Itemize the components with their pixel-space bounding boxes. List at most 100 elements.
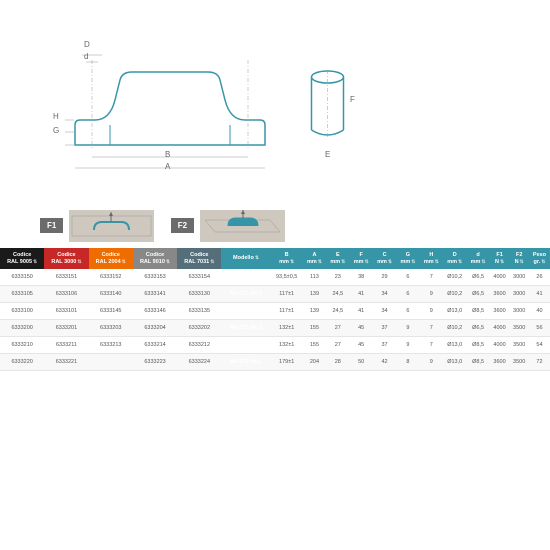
table-row: 63332106333211633321363332146333212MF/13… bbox=[0, 337, 550, 354]
cell: 155 bbox=[303, 320, 326, 337]
col-header-2[interactable]: CodiceRAL 2004 bbox=[89, 248, 133, 269]
cell: MF/93,5 Ø6,5 bbox=[221, 269, 270, 286]
col-header-9[interactable]: Fmm bbox=[350, 248, 373, 269]
col-header-15[interactable]: F1N bbox=[490, 248, 510, 269]
cell: 28 bbox=[326, 354, 349, 371]
cell: 6333153 bbox=[133, 269, 177, 286]
cell: 37 bbox=[373, 320, 396, 337]
handle-profile-drawing bbox=[60, 50, 280, 180]
cell: MF/117 Ø8,5 bbox=[221, 303, 270, 320]
col-header-13[interactable]: Dmm bbox=[443, 248, 466, 269]
cell: 6333221 bbox=[44, 354, 88, 371]
cell: 3500 bbox=[509, 337, 529, 354]
col-header-1[interactable]: CodiceRAL 3000 bbox=[44, 248, 88, 269]
col-header-3[interactable]: CodiceRAL 9010 bbox=[133, 248, 177, 269]
cell: 139 bbox=[303, 286, 326, 303]
cell: 27 bbox=[326, 337, 349, 354]
cell: 4000 bbox=[490, 337, 510, 354]
cell: 37 bbox=[373, 337, 396, 354]
cell bbox=[89, 354, 133, 371]
cell: 34 bbox=[373, 303, 396, 320]
cell: Ø8,5 bbox=[466, 303, 489, 320]
cell: Ø8,5 bbox=[466, 354, 489, 371]
cell: 41 bbox=[350, 303, 373, 320]
cell: 6333106 bbox=[44, 286, 88, 303]
cell: 3600 bbox=[490, 303, 510, 320]
cell: 6333141 bbox=[133, 286, 177, 303]
f1-label: F1 bbox=[40, 218, 63, 233]
col-header-8[interactable]: Emm bbox=[326, 248, 349, 269]
cell: 6333204 bbox=[133, 320, 177, 337]
cell: 132±1 bbox=[271, 337, 303, 354]
col-header-17[interactable]: Pesogr. bbox=[529, 248, 550, 269]
col-header-4[interactable]: CodiceRAL 7031 bbox=[177, 248, 221, 269]
col-header-12[interactable]: Hmm bbox=[420, 248, 443, 269]
table-row: 63332006333201633320363332046333202MF/13… bbox=[0, 320, 550, 337]
cell: Ø10,2 bbox=[443, 286, 466, 303]
cell: 4000 bbox=[490, 269, 510, 286]
cell: 6333101 bbox=[44, 303, 88, 320]
cell: 23 bbox=[326, 269, 349, 286]
cell: 117±1 bbox=[271, 286, 303, 303]
cell: 26 bbox=[529, 269, 550, 286]
col-header-5[interactable]: Modello bbox=[221, 248, 270, 269]
cell: 6333154 bbox=[177, 269, 221, 286]
cell: Ø10,2 bbox=[443, 269, 466, 286]
cell: 179±1 bbox=[271, 354, 303, 371]
col-header-14[interactable]: dmm bbox=[466, 248, 489, 269]
cell: Ø8,5 bbox=[466, 337, 489, 354]
dim-H: H bbox=[53, 112, 59, 121]
cell: 6 bbox=[396, 286, 419, 303]
cell: 42 bbox=[373, 354, 396, 371]
cell: 6333213 bbox=[89, 337, 133, 354]
cell: 6333140 bbox=[89, 286, 133, 303]
cell: 29 bbox=[373, 269, 396, 286]
f1-diagram bbox=[69, 210, 154, 242]
dim-E: E bbox=[325, 150, 330, 159]
cell: 45 bbox=[350, 320, 373, 337]
force-diagrams: F1 F2 bbox=[0, 205, 550, 245]
table-row: 6333220633322163332236333224MF/179 Ø8,51… bbox=[0, 354, 550, 371]
cell: 9 bbox=[420, 354, 443, 371]
f2-label: F2 bbox=[171, 218, 194, 233]
cell: 6333214 bbox=[133, 337, 177, 354]
col-header-0[interactable]: CodiceRAL 9005 bbox=[0, 248, 44, 269]
cell: 3500 bbox=[509, 320, 529, 337]
cell: 6333202 bbox=[177, 320, 221, 337]
cell: MF/117 Ø6,5 bbox=[221, 286, 270, 303]
cell: 8 bbox=[396, 354, 419, 371]
dim-d: d bbox=[84, 52, 88, 61]
cell: 113 bbox=[303, 269, 326, 286]
cell: 6 bbox=[396, 269, 419, 286]
cell: 54 bbox=[529, 337, 550, 354]
cell: Ø13,0 bbox=[443, 337, 466, 354]
cell: 6333211 bbox=[44, 337, 88, 354]
cell: 3600 bbox=[490, 286, 510, 303]
cell: Ø6,5 bbox=[466, 269, 489, 286]
cell: Ø10,2 bbox=[443, 320, 466, 337]
col-header-16[interactable]: F2N bbox=[509, 248, 529, 269]
table-header-row: CodiceRAL 9005CodiceRAL 3000CodiceRAL 20… bbox=[0, 248, 550, 269]
dim-A: A bbox=[165, 162, 170, 171]
cell: 6333200 bbox=[0, 320, 44, 337]
cell: 132±1 bbox=[271, 320, 303, 337]
cell: 6333223 bbox=[133, 354, 177, 371]
cell: MF/132 Ø8,5 bbox=[221, 337, 270, 354]
f2-diagram bbox=[200, 210, 285, 242]
dim-G: G bbox=[53, 126, 59, 135]
cell: 9 bbox=[396, 337, 419, 354]
cell: 6333150 bbox=[0, 269, 44, 286]
cell: 6333152 bbox=[89, 269, 133, 286]
col-header-10[interactable]: Cmm bbox=[373, 248, 396, 269]
cell: 155 bbox=[303, 337, 326, 354]
col-header-6[interactable]: Bmm bbox=[271, 248, 303, 269]
cell: 40 bbox=[529, 303, 550, 320]
cell: 6333224 bbox=[177, 354, 221, 371]
cell: 6333146 bbox=[133, 303, 177, 320]
cell: 7 bbox=[420, 320, 443, 337]
cell: 9 bbox=[396, 320, 419, 337]
cell: 7 bbox=[420, 269, 443, 286]
cell: 6333212 bbox=[177, 337, 221, 354]
col-header-7[interactable]: Amm bbox=[303, 248, 326, 269]
col-header-11[interactable]: Gmm bbox=[396, 248, 419, 269]
